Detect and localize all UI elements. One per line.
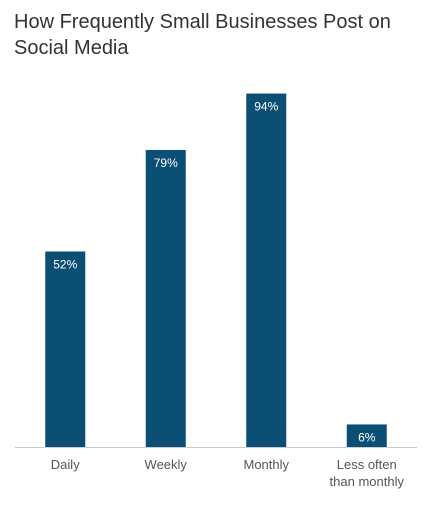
data-label-1: 79% [154,156,178,170]
bars-group [45,93,387,447]
category-label-1: Weekly [145,457,188,472]
data-label-0: 52% [53,257,77,271]
category-label-line: Monthly [243,457,289,472]
category-label-2: Monthly [243,457,289,472]
data-label-2: 94% [254,100,278,114]
chart-title: How Frequently Small Businesses Post on … [14,11,391,59]
category-label-line: Less often [337,457,397,472]
category-label-line: Weekly [145,457,188,472]
category-label-3: Less often than monthly [330,457,405,489]
category-label-line: Daily [51,457,80,472]
bar-0 [45,251,86,447]
bar-1 [145,149,186,447]
bar-2 [246,93,287,447]
labels-group: 52% Daily 79% Weekly 94% Monthly 6% Less often t… [51,100,405,489]
data-label-3: 6% [358,430,376,444]
bar-3 [346,424,387,447]
category-label-0: Daily [51,457,80,472]
category-label-line: than monthly [330,474,405,489]
